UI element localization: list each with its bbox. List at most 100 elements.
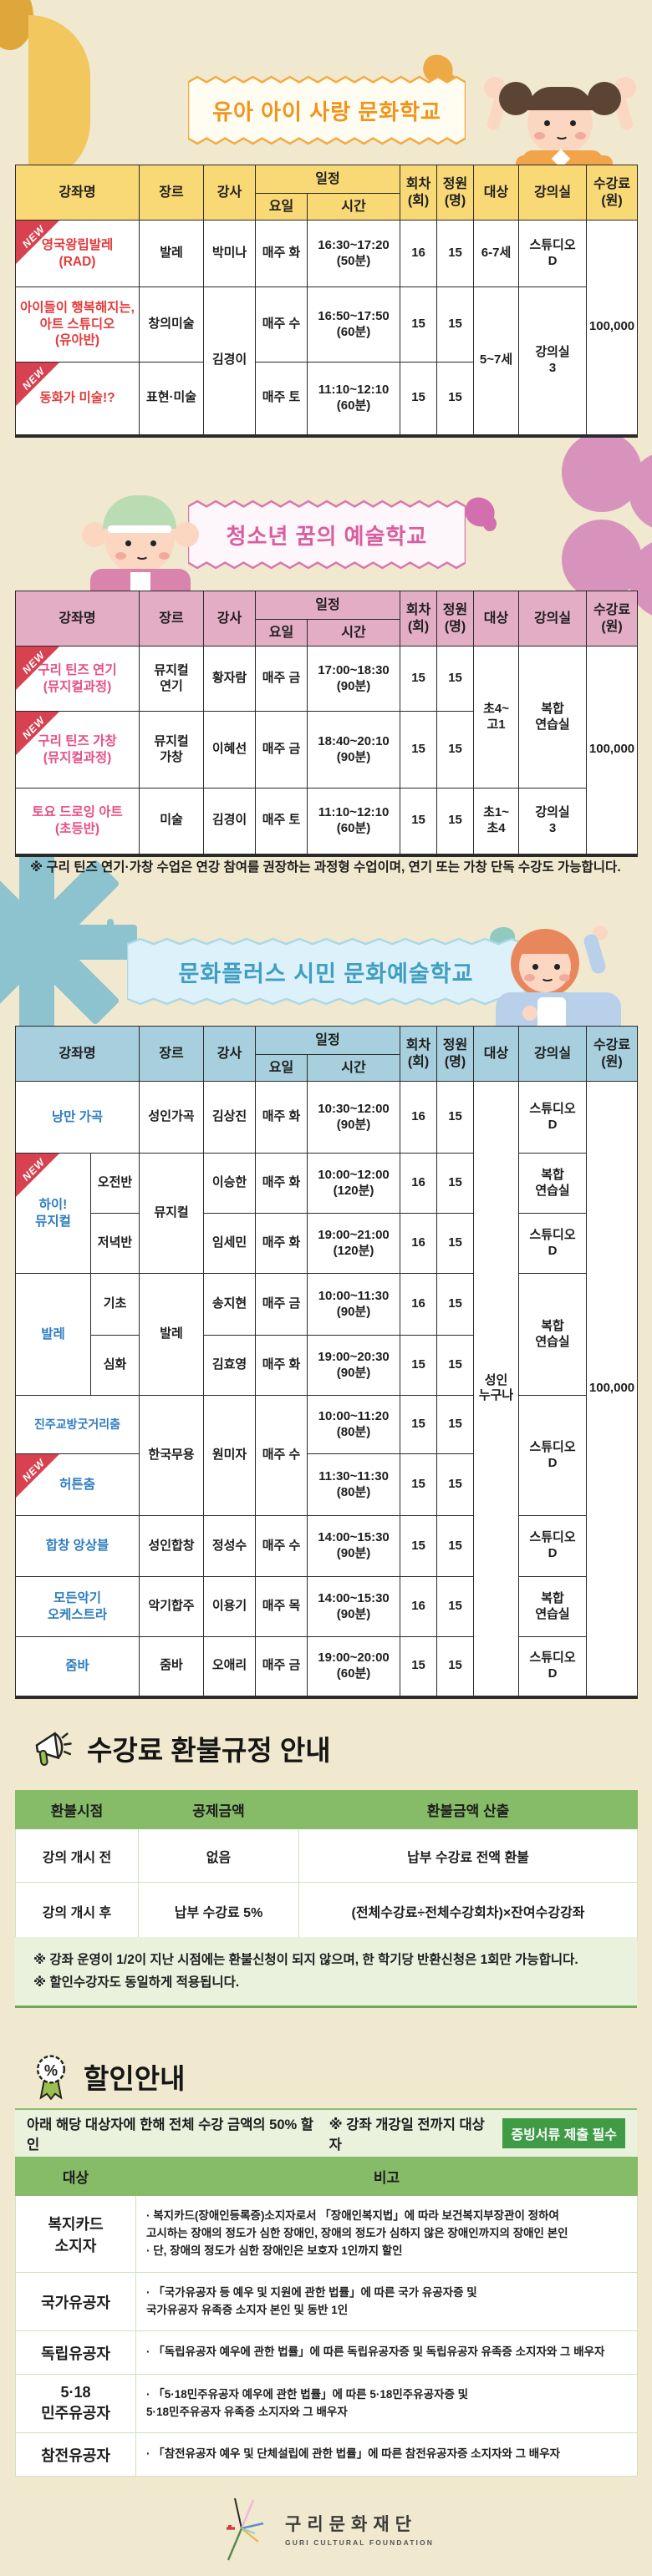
header-row: 환불시점 공제금액 환불금액 산출: [15, 1790, 638, 1829]
discount-intro-text: 아래 해당 대상자에 한해 전체 수강 금액의 50% 할인: [27, 2117, 313, 2153]
course-subclass: 심화: [89, 1335, 140, 1396]
course-name: NEW 구리 틴즈 가창 (뮤지컬과정): [14, 711, 140, 789]
course-name: 토요 드로잉 아트 (초등반): [14, 788, 140, 855]
day: 매주 토: [255, 788, 308, 855]
room: 스튜디오 D: [518, 1213, 588, 1274]
time: 16:30~17:20 (50분): [307, 220, 401, 287]
genre: 미술: [139, 788, 205, 855]
discount-target: 복지카드 소지자: [15, 2195, 136, 2273]
time: 14:00~15:30 (90분): [307, 1515, 401, 1577]
capacity: 15: [436, 1153, 475, 1214]
table-row: 합창 앙상블 성인합창 정성수 매주 수 14:00~15:30 (90분) 1…: [14, 1515, 638, 1577]
refund-point: 강의 개시 전: [15, 1828, 139, 1883]
svg-text:%: %: [44, 2061, 58, 2079]
table-row: 심화 김효영 매주 화 19:00~20:30 (90분) 15 15: [16, 1335, 638, 1396]
genre: 악기합주: [139, 1576, 205, 1637]
instructor: 오애리: [203, 1636, 257, 1697]
section3-title: 문화플러스 시민 문화예술학교: [178, 961, 474, 986]
col-sessions: 회차 (회): [400, 165, 438, 221]
day: 매주 수: [255, 1515, 308, 1577]
col-remarks: 비고: [135, 2157, 638, 2196]
genre: 발레: [139, 220, 205, 287]
sessions: 15: [400, 287, 438, 363]
zigzag-frame: [188, 75, 466, 145]
day: 매주 목: [255, 1576, 308, 1637]
col-calculation: 환불금액 산출: [298, 1790, 638, 1829]
col-capacity: 정원 (명): [436, 1026, 475, 1082]
refund-notes: ※ 강좌 운영이 1/2이 지난 시점에는 환불신청이 되지 않으며, 한 학기…: [15, 1937, 637, 2009]
day: 매주 화: [255, 1335, 308, 1396]
time: 17:00~18:30 (90분): [307, 646, 401, 712]
section2-title: 청소년 꿈의 예술학교: [226, 523, 428, 549]
col-day: 요일: [255, 619, 308, 647]
refund-point: 강의 개시 후: [15, 1882, 139, 1940]
time: 18:40~20:10 (90분): [307, 711, 401, 789]
header-row: 강좌명 장르 강사 일정 회차 (회) 정원 (명) 대상 강의실 수강료 (원…: [14, 1026, 639, 1082]
foundation-name-en: GURI CULTURAL FOUNDATION: [285, 2538, 434, 2547]
genre: 뮤지컬 가창: [139, 711, 205, 789]
day: 매주 금: [255, 711, 308, 789]
header-row2: 요일 시간: [16, 619, 638, 647]
instructor: 김상진: [203, 1081, 257, 1154]
col-sessions: 회차 (회): [400, 591, 438, 647]
col-target: 대상: [473, 591, 520, 647]
section2-banner: 청소년 꿈의 예술학교: [188, 499, 466, 570]
col-sessions: 회차 (회): [400, 1026, 438, 1082]
room: 스튜디오 D: [518, 1081, 588, 1154]
new-badge: NEW: [16, 1154, 59, 1197]
day: 매주 화: [255, 1213, 308, 1274]
table-row: 강의 개시 후 납부 수강료 5% (전체수강료÷전체수강회차)×잔여수강강좌: [15, 1882, 638, 1940]
deco-yellow-halfcircle: [28, 15, 90, 184]
genre: 표현·미술: [139, 362, 205, 436]
table-row: NEW 영국왕립발레 (RAD) 발레 박미나 매주 화 16:30~17:20 …: [14, 220, 639, 436]
time: 19:00~21:00 (120분): [307, 1213, 401, 1274]
genre: 뮤지컬: [139, 1153, 205, 1274]
target: 6-7세: [473, 220, 520, 287]
course-name: 모든악기 오케스트라: [14, 1576, 140, 1637]
section1-title: 유아 아이 사랑 문화학교: [212, 99, 441, 124]
instructor: 황자람: [203, 646, 257, 712]
capacity: 15: [436, 220, 475, 287]
genre: 한국무용: [139, 1395, 205, 1516]
capacity: 15: [436, 1453, 475, 1516]
capacity: 15: [436, 1335, 475, 1396]
sessions: 16: [400, 220, 438, 287]
day: 매주 토: [255, 362, 308, 436]
time: 19:00~20:30 (90분): [307, 1335, 401, 1396]
discount-target: 국가유공자: [15, 2272, 136, 2331]
col-room: 강의실: [518, 165, 588, 221]
course-name: 아이들이 행복해지는, 아트 스튜디오 (유아반): [14, 287, 140, 363]
instructor: 원미자: [203, 1395, 257, 1516]
header-row: 강좌명 장르 강사 일정 회차 (회) 정원 (명) 대상 강의실 수강료 (원…: [14, 591, 639, 647]
capacity: 15: [436, 287, 475, 363]
day: 매주 수: [255, 1395, 308, 1516]
col-target: 대상: [473, 165, 520, 221]
course-name: 낭만 가곡: [14, 1081, 140, 1154]
discount-intro-note: ※ 강좌 개강일 전까지 대상자: [329, 2117, 485, 2153]
foundation-starburst-icon: [227, 2497, 264, 2561]
day: 매주 금: [255, 1636, 308, 1697]
table-row: 5·18 민주유공자 · 「5·18민주유공자 예우에 관한 법률」에 따른 5…: [15, 2374, 638, 2433]
sessions: 16: [400, 1273, 438, 1336]
table-row: 강의 개시 전 없음 납부 수강료 전액 환불: [15, 1828, 638, 1883]
time: 10:00~11:20 (80분): [307, 1395, 401, 1454]
deco-teal-bar: [107, 919, 114, 959]
sessions: 15: [400, 646, 438, 712]
sessions: 15: [400, 1636, 438, 1697]
col-schedule: 일정: [255, 591, 401, 620]
instructor: 박미나: [203, 220, 257, 287]
room: 강의실 3: [518, 287, 588, 436]
discount-remarks: · 「독립유공자 예우에 관한 법률」에 따른 독립유공자증 및 독립유공자 유…: [135, 2330, 638, 2375]
deduction: 없음: [138, 1828, 299, 1883]
table-school1: 강좌명 장르 강사 일정 회차 (회) 정원 (명) 대상 강의실 수강료 (원…: [14, 165, 639, 438]
col-fee: 수강료 (원): [586, 1026, 639, 1082]
deco-teal-asterisk: [0, 842, 137, 1042]
sessions: 15: [400, 711, 438, 789]
target: 초4~ 고1: [473, 646, 520, 789]
section1-banner: 유아 아이 사랑 문화학교: [188, 75, 466, 145]
course-name: 진주교방굿거리춤: [14, 1395, 140, 1454]
course-name: NEW 영국왕립발레 (RAD): [14, 220, 140, 287]
refund-title-text: 수강료 환불규정 안내: [87, 1735, 331, 1766]
genre: 창의미술: [139, 287, 205, 363]
col-genre: 장르: [139, 591, 205, 647]
